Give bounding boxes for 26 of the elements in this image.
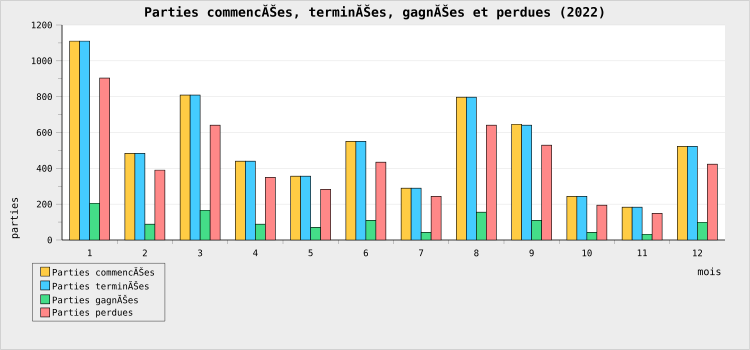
legend-label: Parties terminĂŠes [52,281,149,290]
x-tick-label: 1 [88,250,92,256]
y-tick-label: 1200 [32,22,52,28]
x-tick-label: 5 [308,250,313,256]
x-tick-label: 7 [419,250,424,256]
chart-title: Parties commencĂŠes, terminĂŠes, gagnĂŠes et perdues (2022) [145,4,604,20]
y-tick-label: 0 [48,236,52,244]
y-tick-label: 600 [36,129,52,136]
x-axis-title: mois [698,268,720,276]
x-tick-label: 8 [474,250,479,256]
y-tick-label: 200 [36,200,52,208]
x-tick-label: 2 [142,250,147,256]
x-tick-label: 9 [529,250,534,256]
x-tick-label: 10 [582,250,592,256]
y-tick-label: 400 [36,164,52,172]
legend-label: Parties commencĂŠes [52,267,154,276]
x-tick-label: 3 [198,250,202,256]
x-tick-label: 4 [253,250,258,256]
x-tick-label: 12 [693,250,702,256]
y-tick-label: 800 [36,93,52,100]
x-tick-label: 6 [364,250,368,256]
y-tick-label: 1000 [32,57,52,64]
y-axis-title: parties [10,198,20,238]
x-tick-label: 11 [638,250,647,256]
legend-label: Parties gagnĂŠes [52,294,138,306]
legend-label: Parties perdues [52,308,132,318]
